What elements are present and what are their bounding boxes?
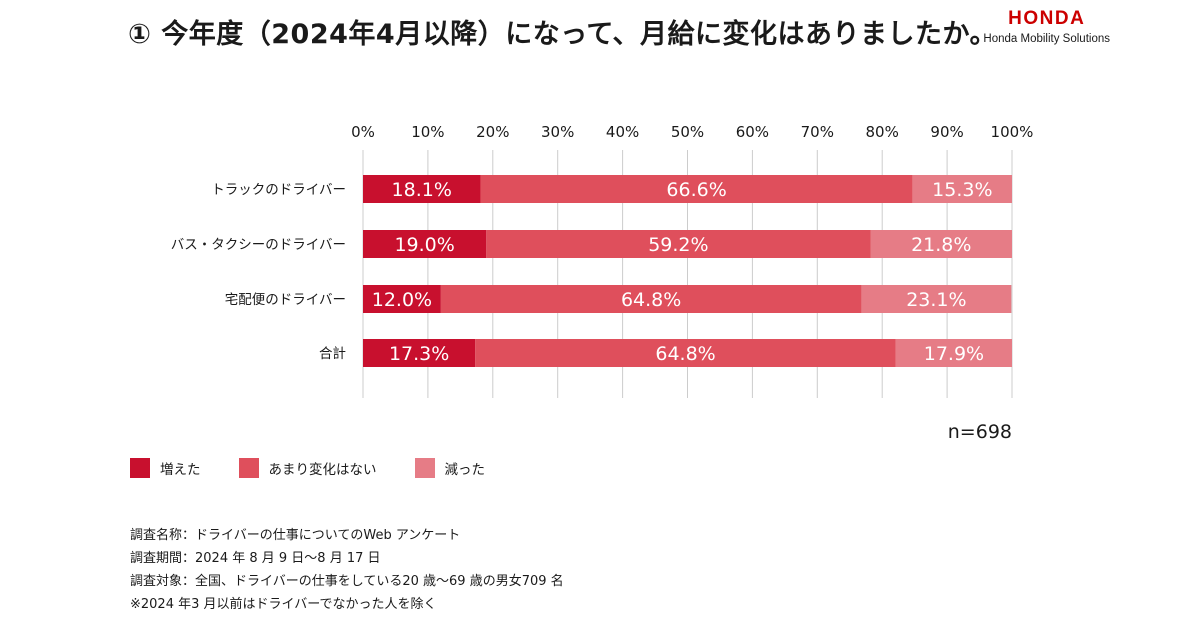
data-label-increased: 19.0% [394, 234, 454, 256]
x-tick-label: 70% [801, 123, 834, 141]
legend-swatch-increased [130, 458, 150, 478]
legend: 増えた あまり変化はない 減った [130, 458, 523, 478]
data-label-increased: 17.3% [389, 343, 449, 365]
note-exclusion: ※2024 年3 月以前はドライバーでなかった人を除く [130, 597, 437, 612]
x-tick-label: 50% [671, 123, 704, 141]
bar-segment-decreased [861, 285, 1012, 313]
bar-segment-no-change [486, 230, 871, 258]
category-label: 合計 [319, 346, 346, 362]
legend-label-no-change: あまり変化はない [268, 462, 377, 478]
x-tick-label: 100% [991, 123, 1034, 141]
bar-segment-no-change [440, 285, 862, 313]
page-title: ① 今年度（2024年4月以降）になって、月給に変化はありましたか。 [128, 19, 997, 50]
legend-swatch-no-change [238, 458, 259, 478]
survey-notes: 調査名称：ドライバーの仕事についてのWeb アンケート 調査期間：2024 年 … [130, 524, 564, 616]
data-label-increased: 18.1% [392, 179, 452, 201]
legend-label-increased: 増えた [160, 462, 201, 478]
x-tick-label: 10% [411, 123, 444, 141]
data-label-no-change: 64.8% [621, 289, 681, 311]
category-label: バス・タクシーのドライバー [171, 237, 346, 253]
brand-block: HONDA Honda Mobility Solutions [983, 8, 1110, 46]
bar-segment-decreased [912, 175, 1012, 203]
note-survey-period: 調査期間：2024 年 8 月 9 日〜8 月 17 日 [130, 551, 381, 566]
data-label-decreased: 21.8% [911, 234, 971, 256]
data-label-no-change: 66.6% [666, 179, 726, 201]
data-label-decreased: 23.1% [906, 289, 966, 311]
x-tick-label: 80% [866, 123, 899, 141]
bar-segment-no-change [480, 175, 913, 203]
category-label: トラックのドライバー [211, 182, 346, 198]
legend-item-no-change: あまり変化はない [238, 458, 377, 478]
bar-segment-increased [363, 175, 481, 203]
category-label: 宅配便のドライバー [225, 292, 346, 308]
bar-segment-increased [363, 285, 441, 313]
data-label-no-change: 59.2% [648, 234, 708, 256]
x-tick-label: 90% [930, 123, 963, 141]
brand-subtitle: Honda Mobility Solutions [983, 33, 1110, 45]
legend-item-decreased: 減った [414, 458, 486, 478]
x-tick-label: 0% [351, 123, 375, 141]
bar-segment-increased [363, 339, 476, 367]
x-tick-label: 30% [541, 123, 574, 141]
bar-segment-no-change [475, 339, 896, 367]
data-label-no-change: 64.8% [655, 343, 715, 365]
legend-label-decreased: 減った [444, 462, 486, 478]
bar-segment-decreased [870, 230, 1012, 258]
note-survey-name: 調査名称：ドライバーの仕事についてのWeb アンケート [130, 528, 461, 543]
honda-logo: HONDA [1008, 8, 1086, 29]
legend-item-increased: 増えた [130, 458, 201, 478]
bar-segment-increased [363, 230, 487, 258]
sample-size: n=698 [948, 421, 1012, 443]
x-tick-label: 20% [476, 123, 509, 141]
x-tick-label: 60% [736, 123, 769, 141]
legend-swatch-decreased [414, 458, 435, 478]
data-label-decreased: 15.3% [932, 179, 992, 201]
x-tick-label: 40% [606, 123, 639, 141]
data-label-increased: 12.0% [372, 289, 432, 311]
data-label-decreased: 17.9% [924, 343, 984, 365]
bar-segment-decreased [895, 339, 1012, 367]
note-survey-target: 調査対象：全国、ドライバーの仕事をしている20 歳〜69 歳の男女709 名 [130, 574, 564, 589]
